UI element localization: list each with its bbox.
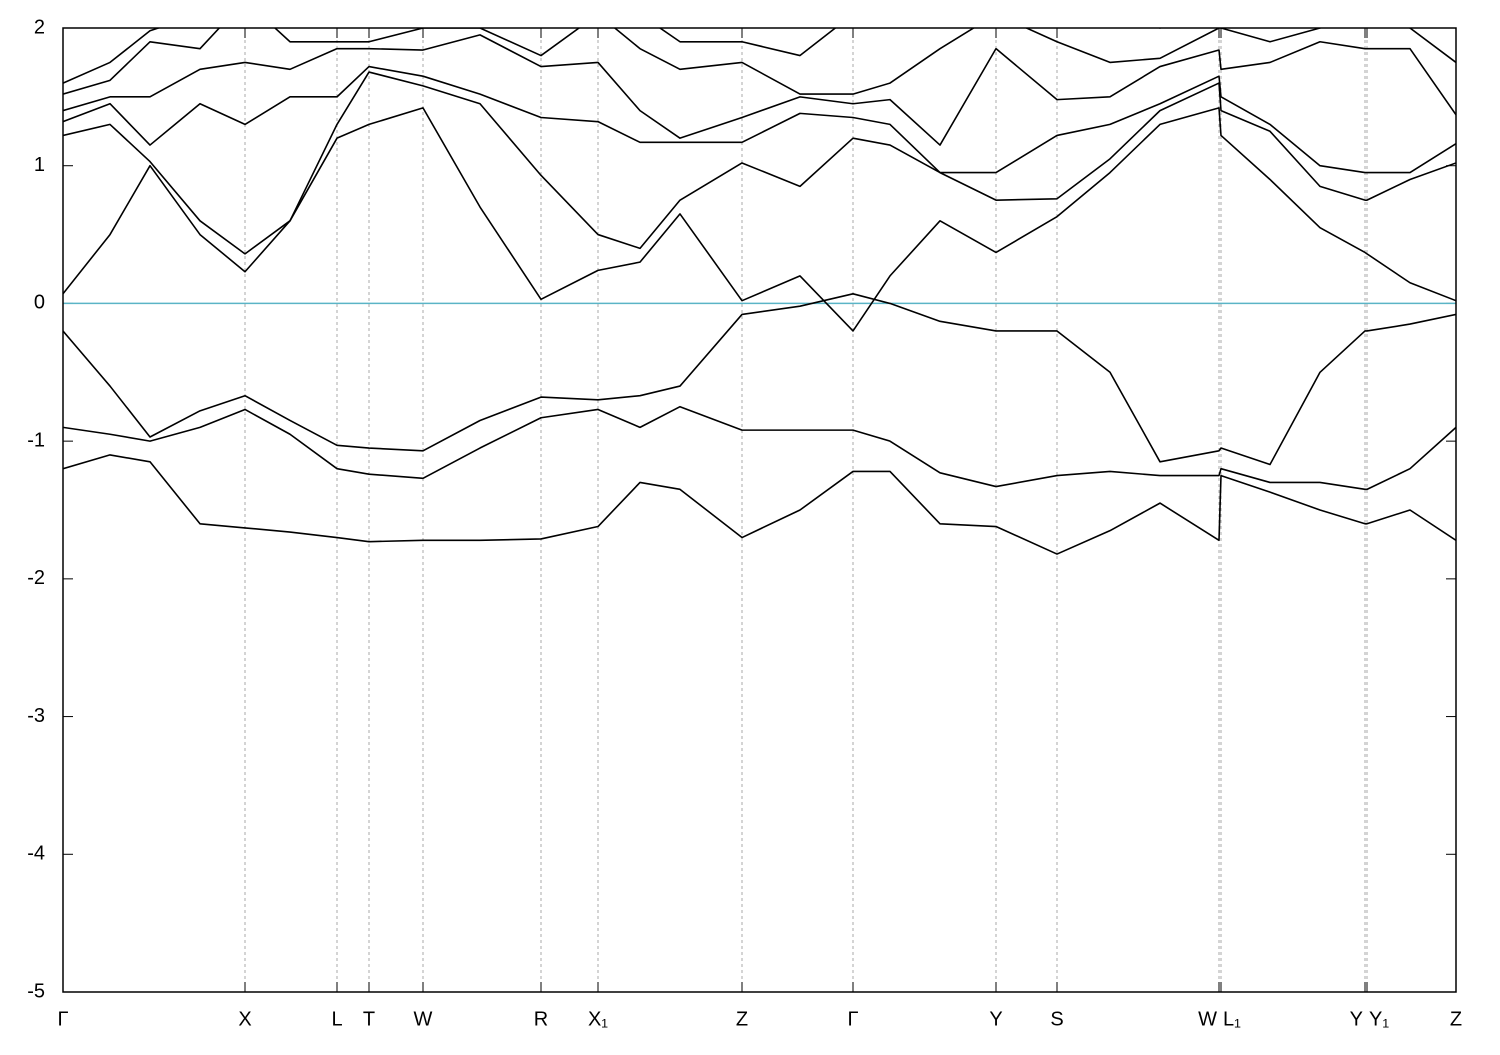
plot-area [63, 28, 1456, 555]
x-tick-label: Z [736, 1008, 748, 1030]
x-tick-label: W [414, 1008, 433, 1030]
band-line [63, 28, 1456, 95]
band-line [63, 405, 1456, 491]
y-tick-label: -4 [27, 843, 45, 865]
x-tick-label: Z [1450, 1008, 1462, 1030]
x-tick-label: X₁ [588, 1008, 608, 1030]
band-line [63, 71, 1456, 255]
y-tick-label: 2 [34, 16, 45, 38]
band-line [63, 28, 1456, 84]
x-tick-label: L₁ [1223, 1008, 1241, 1030]
y-tick-label: 1 [34, 154, 45, 176]
x-tick-label: Y₁ [1369, 1008, 1389, 1030]
plot-frame [62, 27, 1457, 993]
y-tick-label: -5 [27, 980, 45, 1002]
x-tick-label: Y [1350, 1008, 1363, 1030]
x-tick-label: Γ [847, 1008, 858, 1030]
y-tick-label: -2 [27, 567, 45, 589]
x-tick-label: Y [989, 1008, 1002, 1030]
band-line [63, 34, 1456, 146]
x-tick-label: S [1050, 1008, 1063, 1030]
band-line [63, 65, 1456, 174]
band-line [63, 454, 1456, 555]
x-tick-label: T [363, 1008, 375, 1030]
x-tick-label: L [331, 1008, 342, 1030]
x-tick-label: R [534, 1008, 548, 1030]
y-tick-label: 0 [34, 292, 45, 314]
band-line [63, 292, 1456, 466]
y-tick-label: -3 [27, 705, 45, 727]
x-tick-label: X [238, 1008, 251, 1030]
y-tick-label: -1 [27, 429, 45, 451]
x-tick-label: W [1198, 1008, 1217, 1030]
x-tick-label: Γ [57, 1008, 68, 1030]
